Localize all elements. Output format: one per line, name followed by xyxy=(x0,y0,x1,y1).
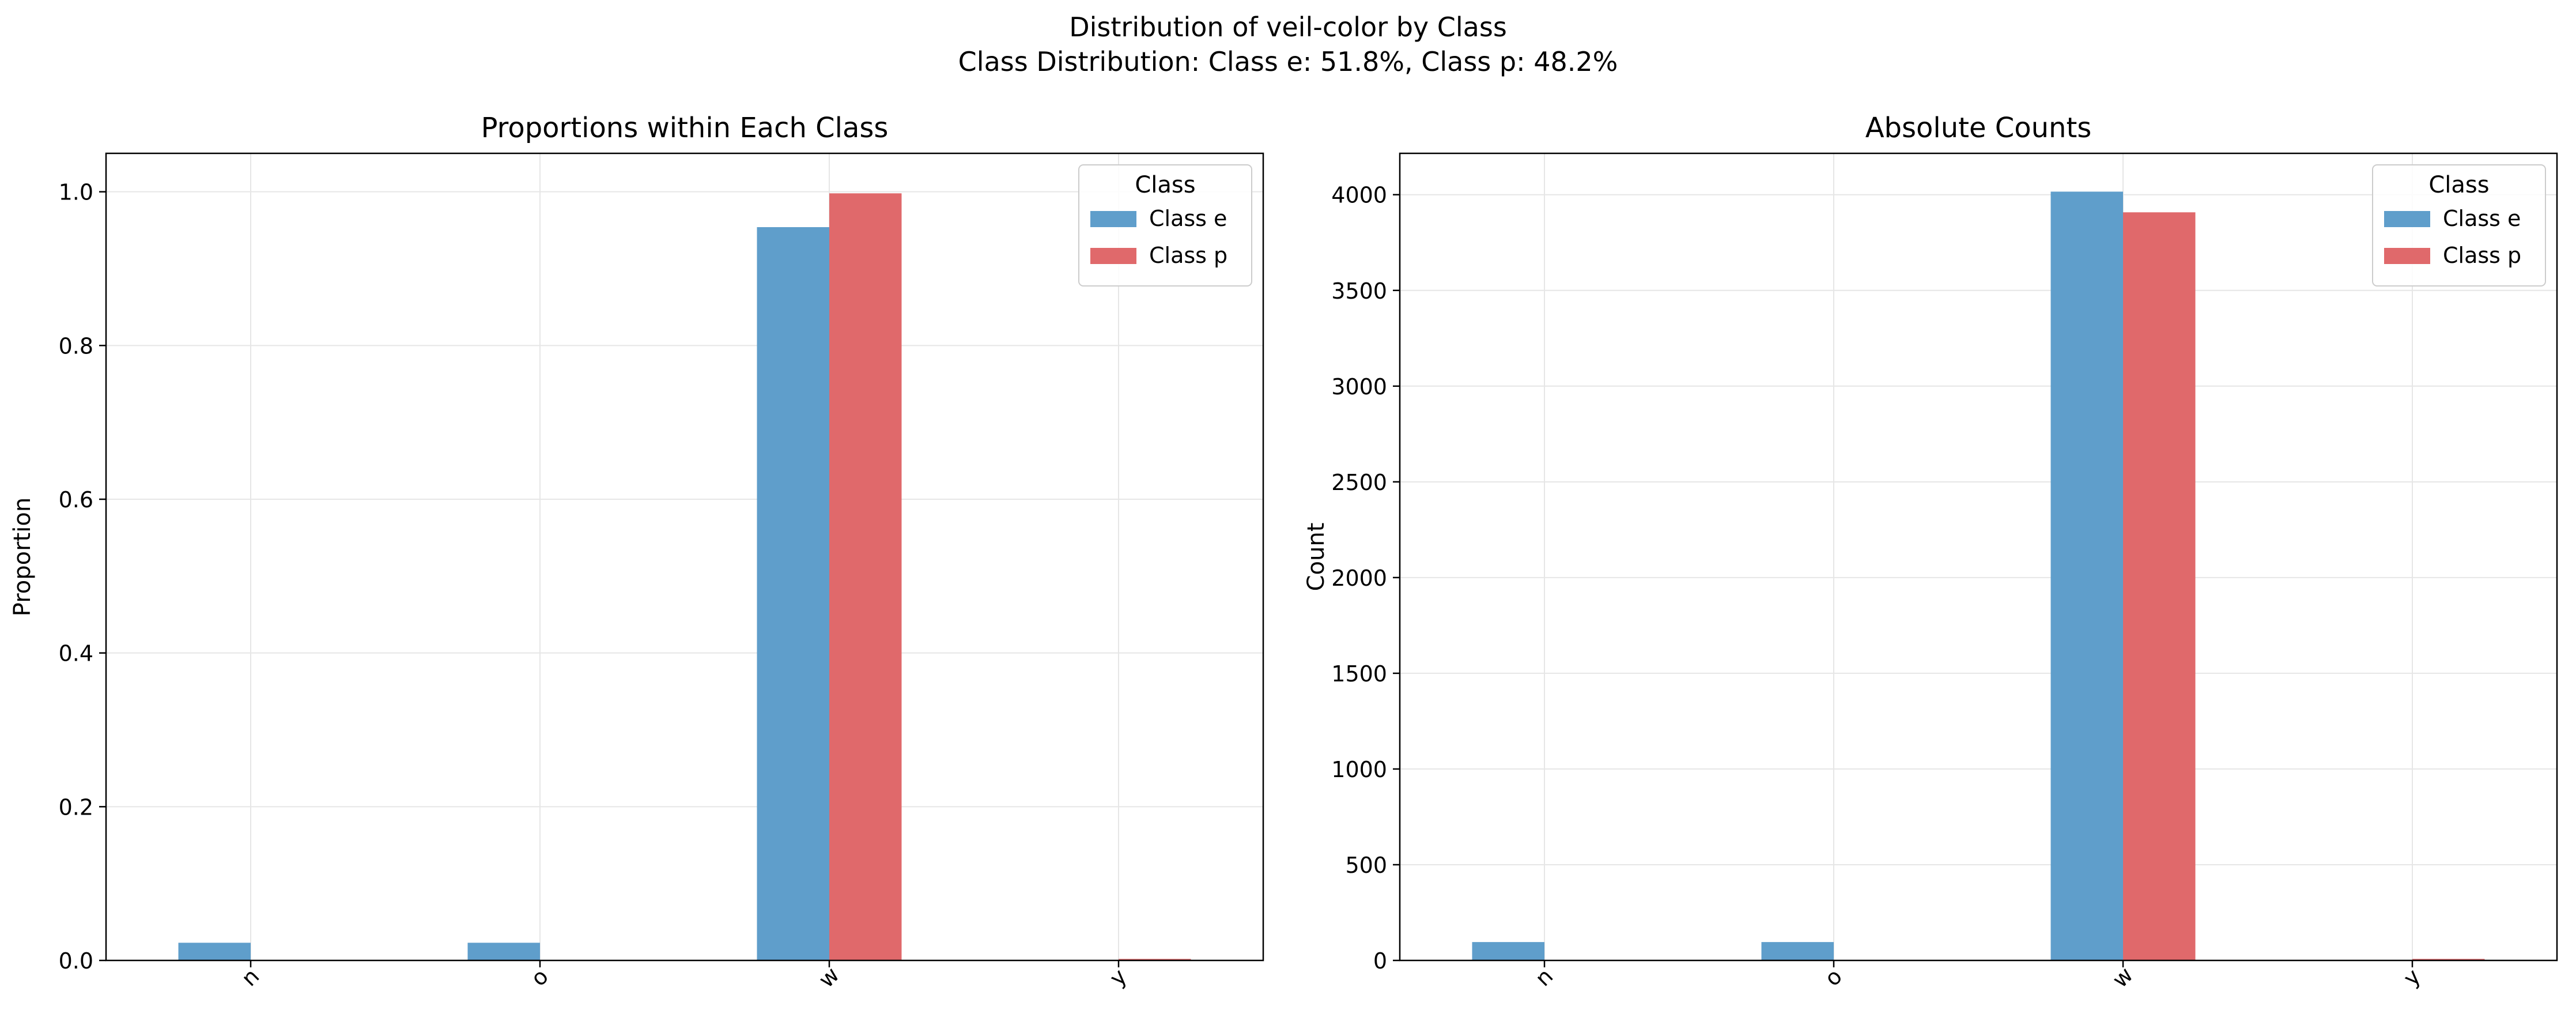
y-tick-label: 0.6 xyxy=(59,487,93,512)
x-tick-label: o xyxy=(1820,964,1848,992)
bar-class-p-y xyxy=(1119,959,1191,960)
x-tick-label: y xyxy=(2399,964,2426,991)
y-tick-label: 0.4 xyxy=(59,641,93,666)
bar-class-e-n xyxy=(1472,942,1544,960)
legend-swatch xyxy=(1090,248,1136,264)
legend-entry: Class e xyxy=(1149,206,1227,231)
x-tick-label: y xyxy=(1105,964,1132,991)
bar-class-p-y xyxy=(2412,959,2485,960)
plot-frame xyxy=(1399,152,2558,962)
y-tick-label: 4000 xyxy=(1331,183,1387,208)
x-tick-label: n xyxy=(1530,963,1558,991)
legend-entry: Class p xyxy=(2443,243,2521,268)
bar-class-p-w xyxy=(829,193,902,960)
y-tick-label: 0.0 xyxy=(59,948,93,974)
y-axis-label: Count xyxy=(1303,523,1329,591)
x-tick-label: n xyxy=(236,963,264,991)
y-axis-label: Proportion xyxy=(9,498,36,616)
legend-title: Class xyxy=(2428,172,2489,198)
bar-class-e-n xyxy=(178,943,251,960)
chart-title: Proportions within Each Class xyxy=(481,112,889,144)
y-tick-label: 2500 xyxy=(1331,470,1387,495)
legend-swatch xyxy=(1090,211,1136,227)
x-tick-label: w xyxy=(814,962,844,993)
proportions-chart: Proportions within Each Class 0.0 0.2 0.4 0.… xyxy=(9,112,1264,993)
x-tick-label: w xyxy=(2107,962,2138,993)
legend-entry: Class p xyxy=(1149,243,1227,268)
y-tick-label: 1.0 xyxy=(59,180,93,205)
chart-title: Absolute Counts xyxy=(1865,112,2092,144)
bar-class-e-w xyxy=(757,227,829,960)
bar-class-e-w xyxy=(2050,191,2123,960)
x-tick-label: o xyxy=(526,964,554,992)
bar-class-e-o xyxy=(1761,942,1834,960)
legend-title: Class xyxy=(1135,172,1195,198)
legend: Class Class e Class p xyxy=(2372,164,2546,287)
y-tick-label: 0.8 xyxy=(59,333,93,359)
y-tick-label: 0.2 xyxy=(59,794,93,820)
legend-swatch xyxy=(2384,211,2430,227)
bar-class-e-o xyxy=(467,943,540,960)
bar-class-p-w xyxy=(2123,212,2196,960)
y-tick-label: 1000 xyxy=(1331,757,1387,782)
plot-frame xyxy=(105,152,1264,962)
legend: Class Class e Class p xyxy=(1078,164,1252,287)
y-tick-label: 3500 xyxy=(1331,278,1387,304)
y-tick-label: 2000 xyxy=(1331,566,1387,591)
y-tick-label: 0 xyxy=(1373,948,1387,974)
y-tick-label: 1500 xyxy=(1331,661,1387,687)
counts-chart: Absolute Counts 0 500 1000 1500 2000 2500 3000 3… xyxy=(1303,112,2558,993)
figure-title: Distribution of veil-color by Class xyxy=(1069,12,1507,43)
y-tick-label: 500 xyxy=(1345,853,1387,878)
figure-subtitle: Class Distribution: Class e: 51.8%, Clas… xyxy=(958,46,1618,77)
legend-entry: Class e xyxy=(2443,206,2521,231)
legend-swatch xyxy=(2384,248,2430,264)
y-tick-label: 3000 xyxy=(1331,374,1387,400)
